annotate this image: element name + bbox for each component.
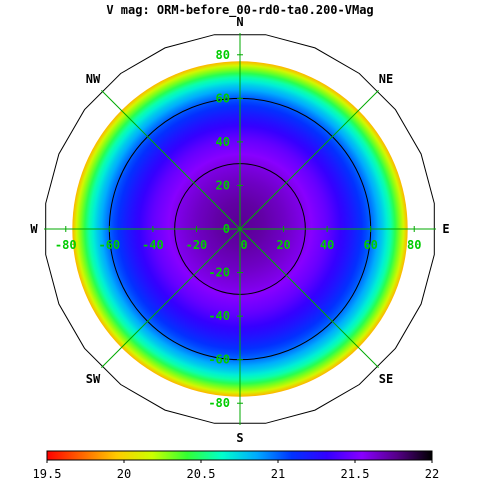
compass-label-s: S (236, 431, 243, 445)
x-tick-label: 0 (240, 238, 247, 252)
compass-label-ne: NE (379, 72, 393, 86)
compass-label-nw: NW (86, 72, 101, 86)
x-tick-label: 20 (276, 238, 290, 252)
x-tick-label: -20 (186, 238, 208, 252)
colorbar-tick-label: 19.5 (33, 467, 62, 480)
colorbar-tick-label: 20 (117, 467, 131, 480)
colorbar (46, 450, 433, 461)
x-tick-label: 80 (407, 238, 421, 252)
x-tick-label: 40 (320, 238, 334, 252)
y-tick-label: -40 (208, 309, 230, 323)
x-tick-label: -40 (142, 238, 164, 252)
y-tick-label: 40 (216, 135, 230, 149)
y-tick-label: 80 (216, 48, 230, 62)
compass-label-n: N (236, 15, 243, 29)
horizon-outline (45, 34, 435, 424)
colorbar-tick-label: 21.5 (341, 467, 370, 480)
compass-label-sw: SW (86, 372, 101, 386)
compass-label-e: E (442, 222, 449, 236)
y-tick-label: -60 (208, 353, 230, 367)
colorbar-tick-label: 20.5 (187, 467, 216, 480)
x-tick-label: -60 (98, 238, 120, 252)
chart-title: V mag: ORM-before_00-rd0-ta0.200-VMag (106, 3, 374, 17)
x-tick-label: -80 (55, 238, 77, 252)
compass-label-w: W (30, 222, 38, 236)
y-tick-label: 60 (216, 91, 230, 105)
x-tick-label: 60 (363, 238, 377, 252)
colorbar-tick-label: 21 (271, 467, 285, 480)
y-tick-label: 0 (223, 222, 230, 236)
y-tick-label: -20 (208, 266, 230, 280)
colorbar-tick-label: 22 (425, 467, 439, 480)
y-tick-label: 20 (216, 178, 230, 192)
compass-label-se: SE (379, 372, 393, 386)
y-tick-label: -80 (208, 396, 230, 410)
